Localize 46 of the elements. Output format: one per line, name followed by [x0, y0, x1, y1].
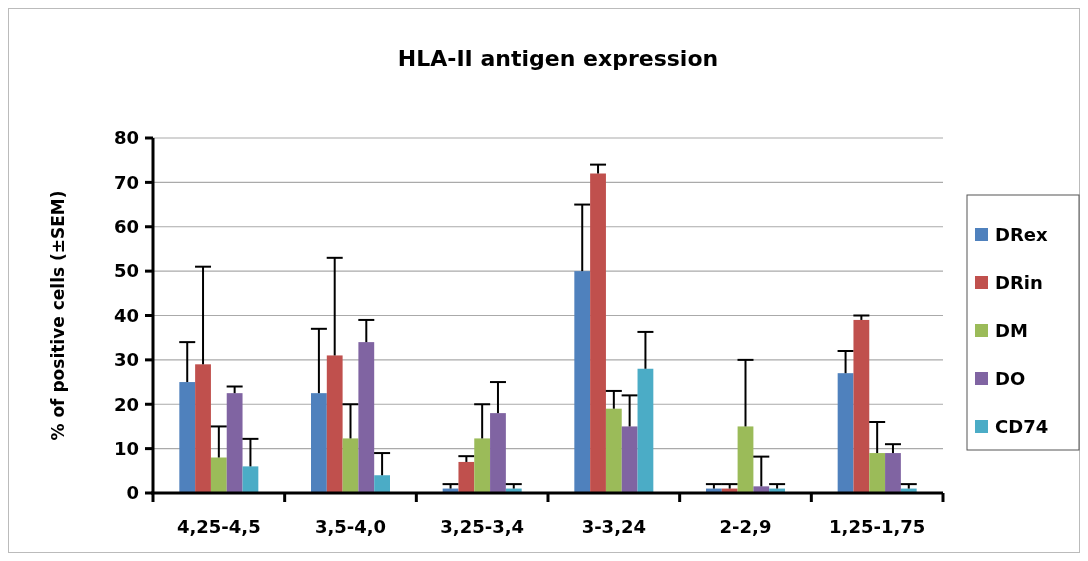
x-tick-label: 3,25-3,4: [440, 516, 525, 537]
y-tick-label: 70: [113, 171, 139, 193]
y-tick-label: 80: [113, 127, 139, 149]
bar: [885, 453, 901, 493]
y-tick-label: 10: [113, 437, 139, 459]
bar: [179, 382, 196, 493]
legend-label: DRin: [995, 272, 1043, 294]
bar: [358, 342, 375, 493]
bar: [621, 426, 638, 493]
bar: [342, 438, 359, 493]
legend-label: DO: [995, 368, 1026, 390]
bar: [374, 475, 390, 493]
y-tick-label: 50: [113, 260, 139, 282]
bar: [837, 373, 854, 493]
legend-label: DRex: [995, 224, 1049, 246]
bar: [737, 426, 754, 493]
bar: [311, 393, 327, 493]
x-tick-label: 1,25-1,75: [829, 516, 926, 537]
x-tick-label: 4,25-4,5: [176, 516, 261, 537]
y-axis-title: % of positive cells (±SEM): [48, 190, 68, 441]
bar: [605, 408, 622, 493]
bar: [226, 393, 243, 493]
bar: [210, 457, 227, 493]
y-tick-label: 60: [113, 216, 139, 238]
x-tick-label: 3,5-4,0: [314, 516, 387, 537]
legend-label: CD74: [995, 416, 1049, 438]
y-tick-label: 0: [126, 482, 139, 504]
bar: [195, 364, 211, 493]
bar: [474, 438, 491, 493]
bar: [753, 486, 770, 493]
y-tick-label: 20: [113, 393, 139, 415]
bar: [574, 271, 591, 493]
bar: [853, 319, 870, 493]
bar: [326, 355, 343, 493]
y-tick-label: 30: [113, 349, 139, 371]
x-tick-label: 2-2,9: [719, 516, 772, 537]
legend-label: DM: [995, 320, 1028, 342]
y-tick-label: 40: [113, 304, 139, 326]
x-tick-label: 3-3,24: [581, 516, 647, 537]
chart-title: HLA-II antigen expression: [397, 46, 719, 71]
bar: [869, 453, 886, 493]
bar: [490, 413, 506, 493]
bar: [590, 173, 606, 493]
bar: [458, 461, 475, 493]
bar: [242, 466, 259, 493]
bar: [637, 368, 654, 493]
